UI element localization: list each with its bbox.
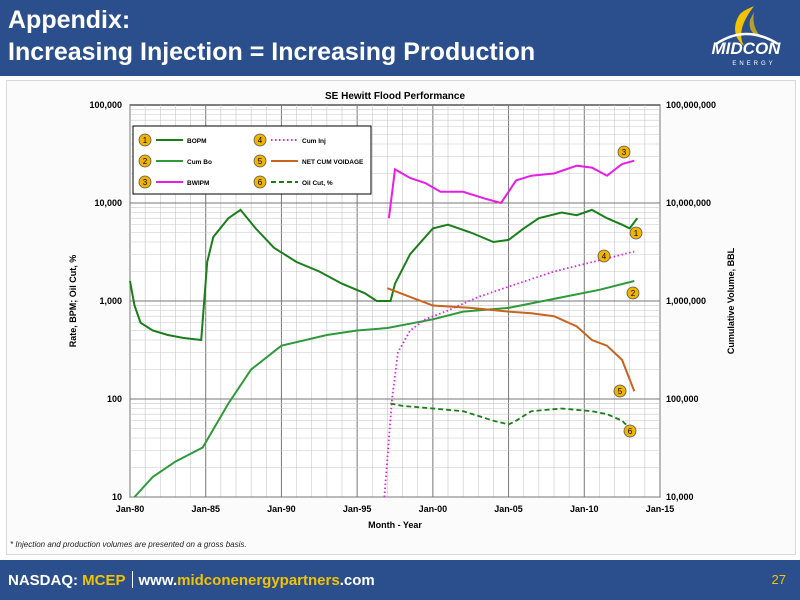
series-marker-label: 3 [622,148,627,157]
legend-label: BWIPM [187,180,209,187]
legend-marker [253,133,267,147]
legend-marker-label: 4 [258,136,263,145]
slide-title-line2: Increasing Injection = Increasing Produc… [8,38,536,66]
right-tick-label: 100,000,000 [666,100,716,110]
legend-label: BOPM [187,138,207,145]
x-tick-label: Jan-00 [419,504,448,514]
legend-marker-label: 2 [143,157,148,166]
series-marker-3 [617,145,631,159]
legend-marker [253,175,267,189]
series-line-3 [387,159,635,219]
series-line-6 [390,402,635,434]
legend-label: Cum Inj [302,138,326,145]
legend-marker-label: 6 [258,178,263,187]
x-tick-label: Jan-05 [494,504,523,514]
chart-legend: 1 BOPM 2 Cum Bo 3 BWIPM 4 Cum Inj 5 NET CUM VOIDA… [132,125,372,195]
right-tick-label: 1,000,000 [666,296,706,306]
midcon-logo: MIDCON ENERGY [712,6,782,67]
footer-bar: NASDAQ: MCEP www.midconenergypartners.com… [0,560,800,600]
legend-marker [138,154,152,168]
footer-text: NASDAQ: MCEP www.midconenergypartners.com [8,571,375,589]
logo-subtext: ENERGY [732,61,775,67]
slide-title-line1: Appendix: [8,6,131,34]
left-tick-label: 100,000 [89,100,122,110]
url-brand: midconenergypartners [177,572,340,589]
legend-marker-label: 3 [143,178,148,187]
left-tick-label: 100 [107,394,122,404]
series-line-5 [387,287,636,392]
legend-marker [138,133,152,147]
x-tick-label: Jan-85 [191,504,220,514]
legend-marker [253,154,267,168]
ticker-symbol: MCEP [82,572,126,589]
series-marker-2 [626,286,640,300]
legend-label: NET CUM VOIDAGE [302,159,364,166]
footer-divider [131,571,133,588]
chart-labels: 1 2 3 4 5 6 [597,145,643,438]
header-bar: Appendix: Increasing Injection = Increas… [0,0,800,76]
series-marker-label: 5 [618,387,623,396]
legend-marker-label: 1 [143,136,148,145]
footnote: * Injection and production volumes are p… [10,540,247,549]
page-number: 27 [771,572,786,587]
chart-title: SE Hewitt Flood Performance [325,91,465,102]
right-tick-label: 100,000 [666,394,699,404]
series-marker-label: 1 [634,229,639,238]
url-prefix: www. [138,572,178,589]
left-tick-label: 1,000 [99,296,122,306]
left-tick-label: 10 [112,492,122,502]
logo-text: MIDCON [712,39,782,58]
website-link[interactable]: www.midconenergypartners.com [139,572,375,589]
x-axis-label: Month - Year [368,520,422,530]
legend-marker-label: 5 [258,157,263,166]
chart-series [129,159,639,498]
y-axis-left-label: Rate, BPM; Oil Cut, % [68,255,78,348]
series-marker-5 [613,384,627,398]
legend-marker [138,175,152,189]
legend-label: Cum Bo [187,159,212,166]
url-suffix: .com [339,572,375,589]
series-marker-label: 4 [602,252,607,261]
right-tick-label: 10,000,000 [666,198,711,208]
series-line-2 [133,280,635,498]
series-marker-4 [597,249,611,263]
right-tick-label: 10,000 [666,492,694,502]
x-tick-label: Jan-90 [267,504,296,514]
y-axis-right-label: Cumulative Volume, BBL [726,247,736,354]
flood-performance-chart: 10 100 1,000 10,000 100,000 10,000 100,000 1,00… [68,91,736,530]
series-marker-label: 6 [628,427,633,436]
x-tick-label: Jan-10 [570,504,599,514]
logo-flame-icon [735,6,754,46]
exchange-label: NASDAQ: [8,572,78,589]
left-tick-label: 10,000 [94,198,122,208]
series-line-1 [129,208,639,342]
chart-axes: 10 100 1,000 10,000 100,000 10,000 100,000 1,00… [68,91,736,530]
legend-label: Oil Cut, % [302,180,333,187]
series-marker-label: 2 [631,289,636,298]
x-tick-label: Jan-80 [116,504,145,514]
series-marker-1 [629,226,643,240]
x-tick-label: Jan-15 [646,504,675,514]
x-tick-label: Jan-95 [343,504,372,514]
series-marker-6 [623,424,637,438]
